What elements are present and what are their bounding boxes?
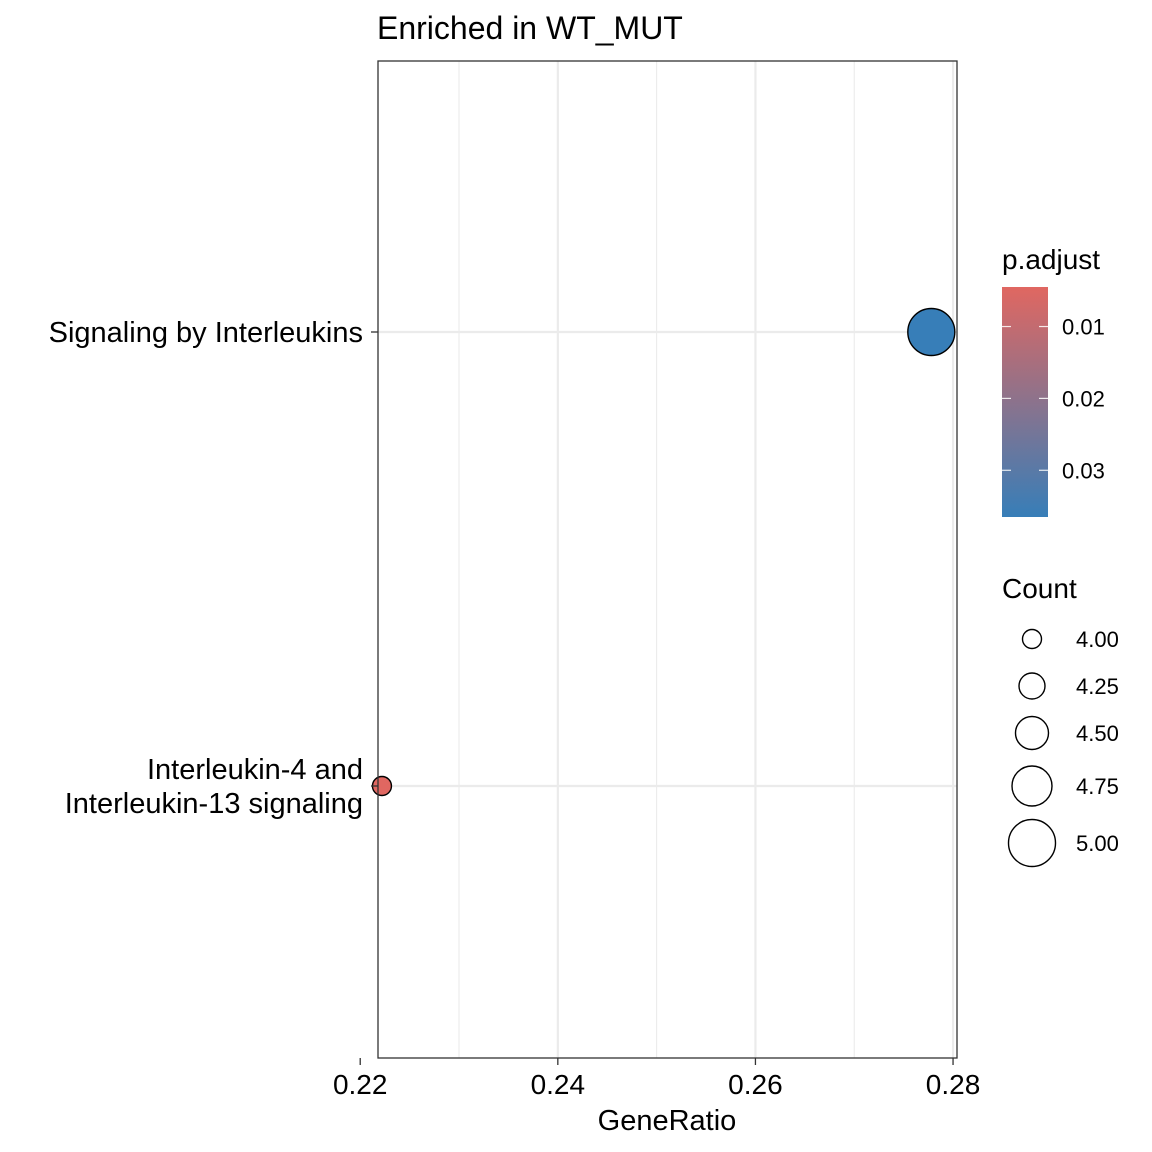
color-legend-bar — [1002, 287, 1048, 517]
size-legend-label: 4.50 — [1076, 721, 1119, 746]
x-tick-label: 0.26 — [728, 1069, 783, 1100]
size-legend-key — [1021, 628, 1043, 650]
size-legend-title: Count — [1002, 573, 1077, 604]
grid-lines — [378, 61, 957, 1058]
data-point — [907, 307, 956, 357]
size-legend-key — [1018, 672, 1046, 700]
plot-panel-border — [377, 60, 958, 1059]
size-legend-label: 4.00 — [1076, 627, 1119, 652]
y-category-label: Interleukin-13 signaling — [65, 788, 363, 820]
color-legend-label: 0.03 — [1062, 458, 1105, 483]
size-legend-entries: 4.00 4.25 4.50 4.75 5.00 — [1007, 627, 1119, 868]
x-axis-title: GeneRatio — [598, 1105, 737, 1137]
size-legend-key — [1011, 765, 1053, 807]
color-legend-ticks: 0.01 0.02 0.03 — [1002, 315, 1105, 483]
color-legend-label: 0.02 — [1062, 386, 1105, 411]
size-legend: Count 4.00 4.25 4.50 4.75 5.00 — [1002, 573, 1119, 868]
data-points — [371, 307, 956, 797]
plot-panel-background — [378, 61, 957, 1058]
size-legend-label: 4.25 — [1076, 674, 1119, 699]
x-axis: 0.22 0.24 0.26 0.28 — [333, 1058, 980, 1100]
chart-title: Enriched in WT_MUT — [377, 10, 683, 46]
color-legend-label: 0.01 — [1062, 315, 1105, 340]
y-category-label: Signaling by Interleukins — [49, 317, 363, 349]
y-axis: Signaling by Interleukins Interleukin-4 a… — [49, 317, 378, 820]
size-legend-key — [1014, 715, 1050, 751]
y-category-label: Interleukin-4 and — [147, 754, 363, 786]
size-legend-label: 4.75 — [1076, 774, 1119, 799]
x-tick-label: 0.22 — [333, 1069, 388, 1100]
color-legend: p.adjust 0.01 0.02 0.03 — [1002, 244, 1105, 517]
color-legend-title: p.adjust — [1002, 244, 1100, 275]
x-tick-label: 0.28 — [926, 1069, 981, 1100]
size-legend-label: 5.00 — [1076, 831, 1119, 856]
size-legend-key — [1007, 818, 1057, 868]
x-tick-label: 0.24 — [531, 1069, 586, 1100]
